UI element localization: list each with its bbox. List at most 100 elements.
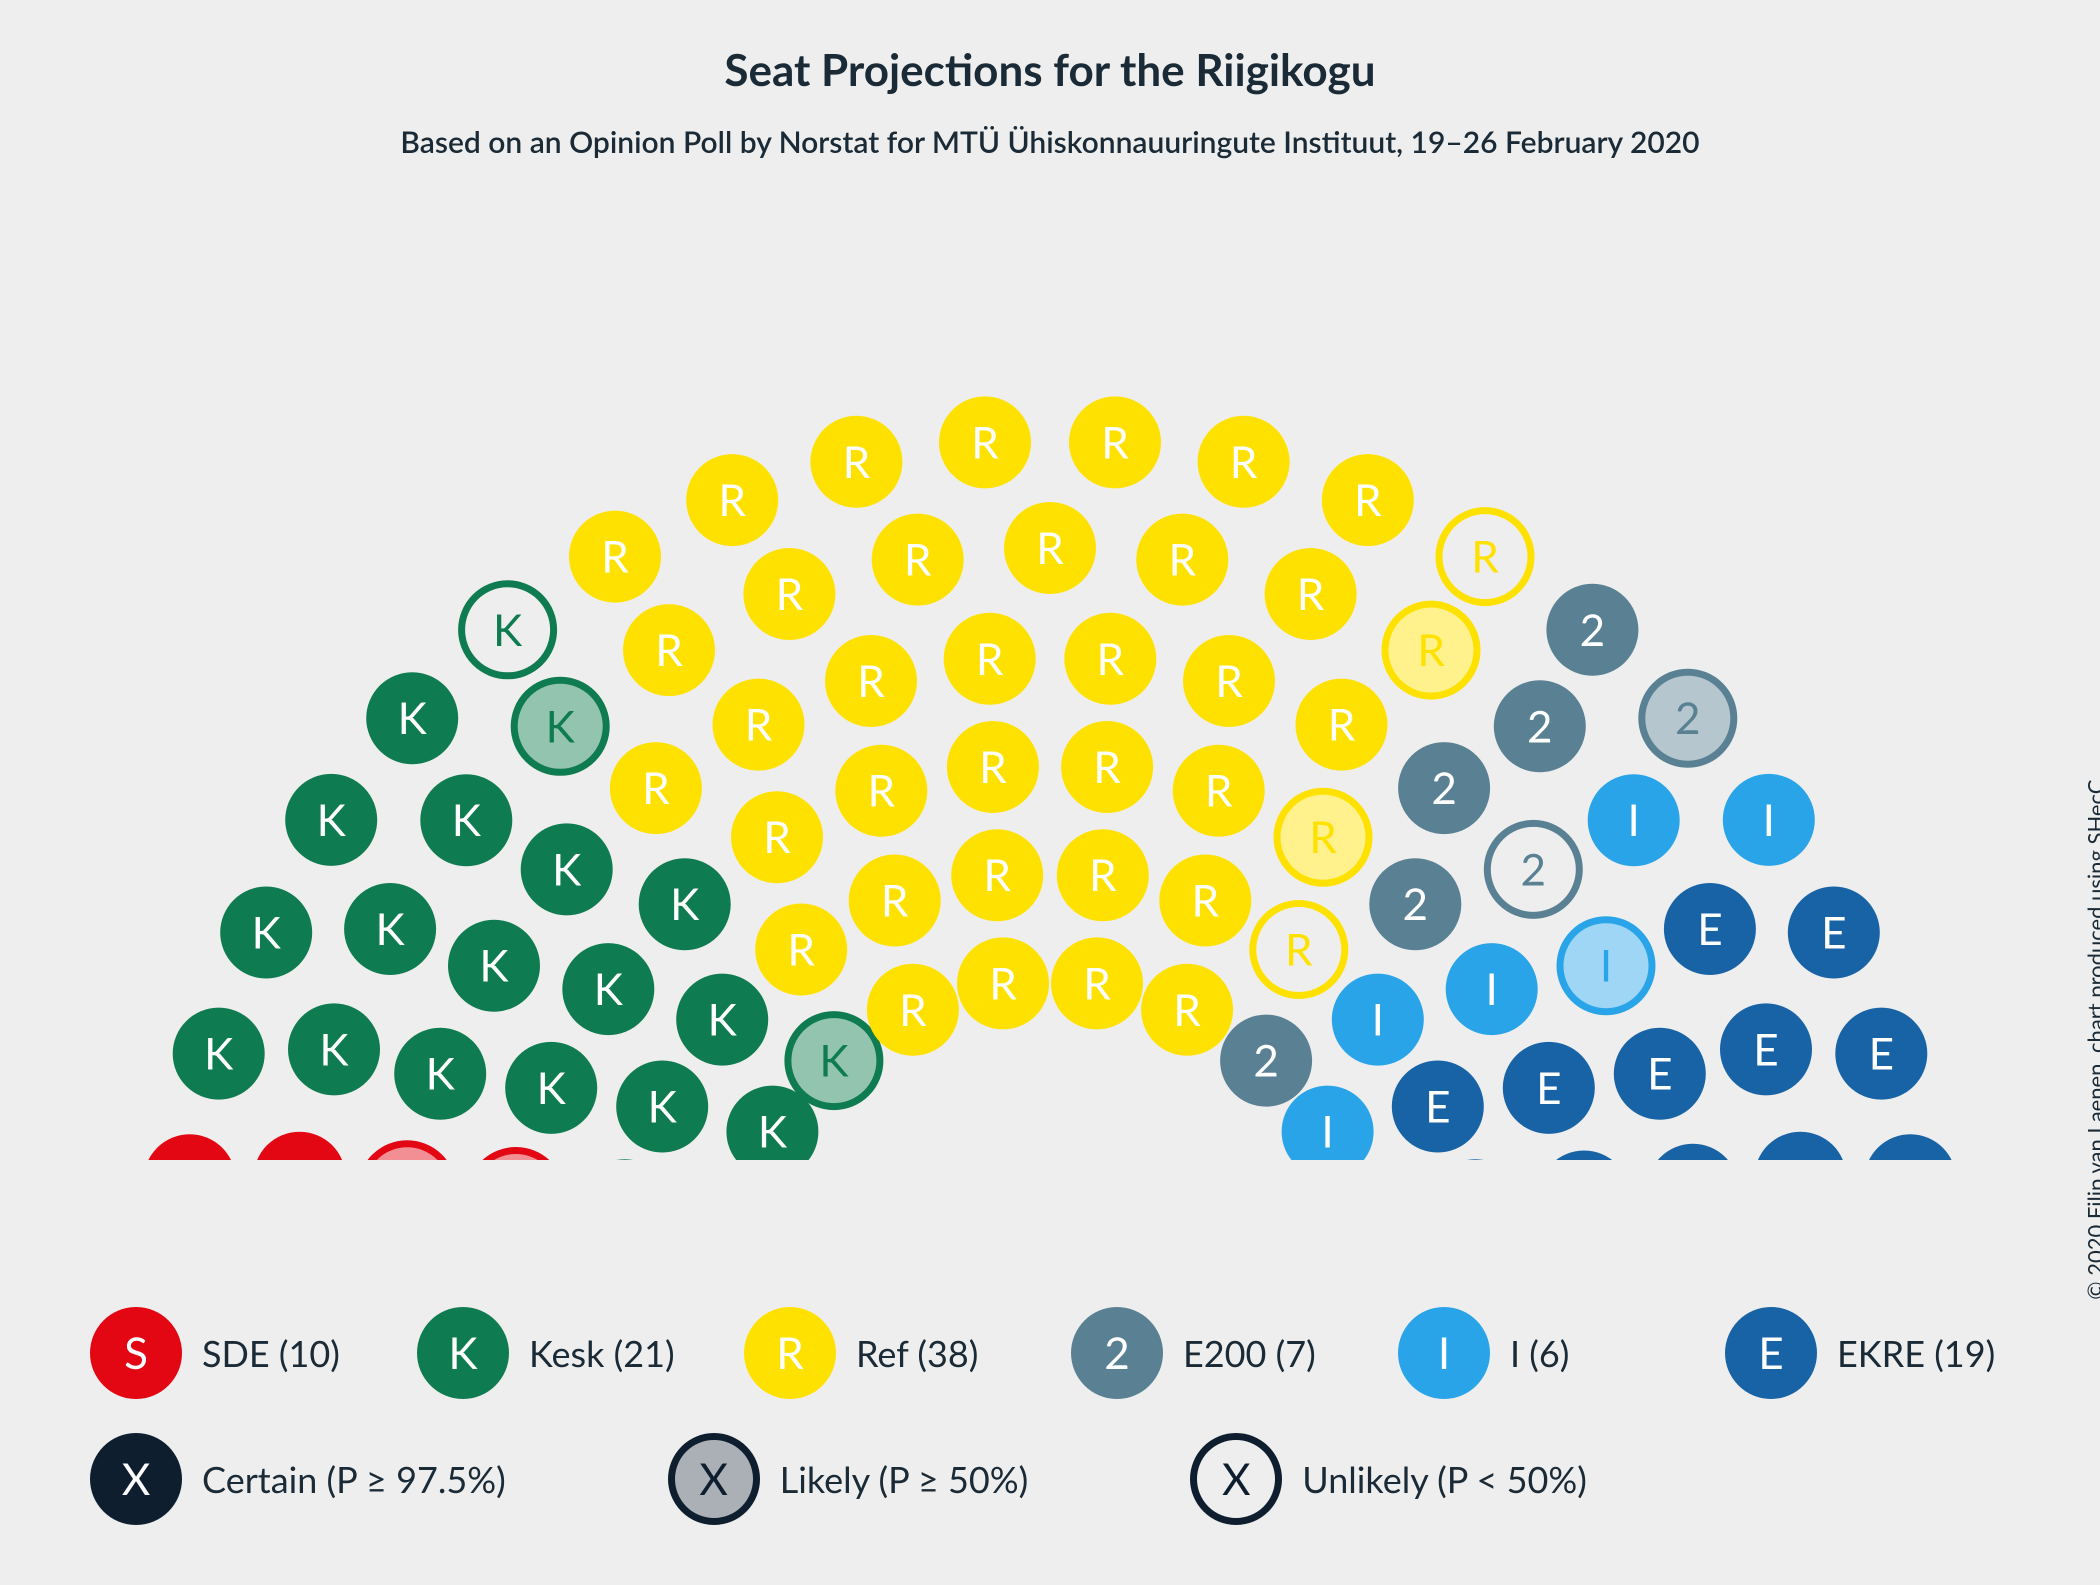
legend-label: E200 (7) <box>1183 1331 1316 1375</box>
seat-Ref: R <box>944 613 1036 705</box>
seat-letter: S <box>178 1154 202 1160</box>
legend-swatch: R <box>744 1307 836 1399</box>
seat-letter: R <box>1101 416 1129 468</box>
seat-letter: K <box>398 692 428 744</box>
party-legend-row: SSDE (10)KKesk (21)RRef (38)2E200 (7)II … <box>90 1307 2010 1399</box>
seat-letter: R <box>1093 741 1121 793</box>
seat-letter: E <box>1788 1152 1813 1160</box>
seat-letter: R <box>1285 924 1313 976</box>
seat-letter: 2 <box>1580 604 1606 656</box>
seat-letter: K <box>319 1023 349 1075</box>
seat-letter: R <box>718 474 746 526</box>
chart-title: Seat Projections for the Riigikogu <box>0 0 2100 96</box>
seat-letter: R <box>1205 765 1233 817</box>
seat-Ref: R <box>849 855 941 947</box>
seat-Ref: R <box>1069 396 1161 488</box>
legend-swatch: I <box>1398 1307 1490 1399</box>
seat-EKRE: E <box>1392 1061 1484 1153</box>
legend-status-label: Likely (P ≥ 50%) <box>780 1457 1029 1501</box>
legend-label: I (6) <box>1510 1331 1569 1375</box>
seat-Ref: R <box>872 514 964 606</box>
seat-Kesk: K <box>676 974 768 1066</box>
seat-Ref: R <box>1385 604 1477 696</box>
seat-Ref: R <box>731 791 823 883</box>
seat-Kesk: K <box>448 920 540 1012</box>
seat-I: I <box>1282 1086 1374 1160</box>
seat-letter: K <box>670 878 700 930</box>
seat-Ref: R <box>1198 416 1290 508</box>
seat-I: I <box>1588 774 1680 866</box>
legend-status-likely: XLikely (P ≥ 50%) <box>668 1433 1029 1525</box>
legend-item-I: I I (6) <box>1398 1307 1683 1399</box>
seat-I: I <box>1332 974 1424 1066</box>
seat-letter: K <box>204 1028 234 1080</box>
credit-text: © 2020 Filip van Laenen, chart produced … <box>2082 779 2100 1299</box>
seat-letter: K <box>819 1035 849 1087</box>
seat-letter: R <box>776 568 804 620</box>
seat-letter: R <box>642 762 670 814</box>
legend-status-swatch: X <box>90 1433 182 1525</box>
seat-Kesk: K <box>521 823 613 915</box>
seat-letter: 2 <box>1527 700 1553 752</box>
seat-Ref: R <box>713 679 805 771</box>
seat-EKRE: E <box>1647 1144 1739 1160</box>
legend-swatch: E <box>1725 1307 1817 1399</box>
seat-letter: I <box>1628 794 1640 846</box>
seat-I: I <box>1560 920 1652 1012</box>
seat-letter: E <box>1536 1062 1561 1114</box>
seat-letter: R <box>868 765 896 817</box>
seat-Kesk: K <box>285 774 377 866</box>
seat-I: I <box>1446 943 1538 1035</box>
seat-letter: 2 <box>1521 843 1547 895</box>
seat-Ref: R <box>1136 514 1228 606</box>
legend-label: SDE (10) <box>202 1331 340 1375</box>
seat-EKRE: E <box>1614 1028 1706 1120</box>
seat-letter: R <box>881 875 909 927</box>
seat-Ref: R <box>1057 829 1149 921</box>
seat-Ref: R <box>825 635 917 727</box>
seat-letter: R <box>1471 531 1499 583</box>
seat-letter: E <box>1697 903 1722 955</box>
seat-Ref: R <box>939 396 1031 488</box>
seat-Kesk: K <box>420 774 512 866</box>
legend-status-unlikely: XUnlikely (P < 50%) <box>1190 1433 1587 1525</box>
seat-Kesk: K <box>366 672 458 764</box>
seat-E200: 2 <box>1398 742 1490 834</box>
seat-letter: 2 <box>1403 878 1429 930</box>
legend-item-EKRE: EEKRE (19) <box>1725 1307 2010 1399</box>
seat-EKRE: E <box>1503 1042 1595 1134</box>
seat-letter: E <box>1869 1028 1894 1080</box>
seat-Ref: R <box>1296 679 1388 771</box>
seat-letter: K <box>479 940 509 992</box>
seat-letter: 2 <box>1253 1035 1279 1087</box>
seat-letter: K <box>552 843 582 895</box>
seat-letter: R <box>1192 875 1220 927</box>
seat-Ref: R <box>1064 613 1156 705</box>
legend-status-certain: XCertain (P ≥ 97.5%) <box>90 1433 506 1525</box>
seat-letter: E <box>1898 1154 1923 1160</box>
seat-Kesk: K <box>462 584 554 676</box>
seat-SDE: S <box>470 1151 562 1161</box>
seat-Ref: R <box>569 511 661 603</box>
legend-label: Kesk (21) <box>529 1331 675 1375</box>
seat-letter: R <box>904 534 932 586</box>
seat-EKRE: E <box>1788 887 1880 979</box>
seat-letter: K <box>452 794 482 846</box>
seat-Ref: R <box>951 829 1043 921</box>
seat-letter: R <box>983 849 1011 901</box>
seat-Kesk: K <box>562 943 654 1035</box>
seat-E200: 2 <box>1369 858 1461 950</box>
legend-status-label: Unlikely (P < 50%) <box>1302 1457 1587 1501</box>
seat-SDE: S <box>254 1132 346 1160</box>
seat-E200: 2 <box>1642 672 1734 764</box>
seat-letter: R <box>843 436 871 488</box>
seat-letter: K <box>648 1081 678 1133</box>
seat-letter: R <box>1036 522 1064 574</box>
seat-EKRE: E <box>1538 1151 1630 1161</box>
seat-letter: K <box>317 794 347 846</box>
legend-swatch: K <box>417 1307 509 1399</box>
seat-EKRE: E <box>1720 1003 1812 1095</box>
seat-letter: K <box>708 994 738 1046</box>
seat-SDE: S <box>144 1134 236 1160</box>
seat-Ref: R <box>1173 745 1265 837</box>
